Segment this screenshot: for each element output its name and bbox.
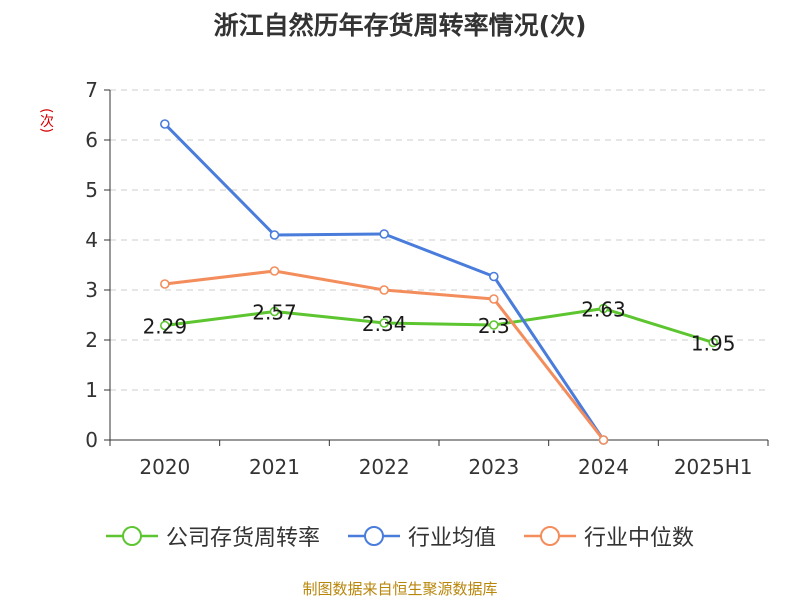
data-label: 2.63	[581, 298, 626, 322]
data-label: 2.34	[362, 312, 407, 336]
legend-swatch-industry-mean-icon	[347, 526, 400, 546]
x-tick-label: 2020	[139, 455, 190, 479]
data-point	[269, 230, 280, 240]
y-tick-label: 6	[85, 128, 98, 152]
x-tick-label: 2022	[359, 455, 410, 479]
data-point	[489, 320, 499, 330]
legend-marker	[540, 526, 560, 546]
legend-swatch-company-icon	[105, 526, 158, 546]
data-label: 2.3	[478, 314, 510, 338]
y-axis-label: (次)	[38, 108, 54, 133]
legend-item-industry-mean[interactable]: 行业均值	[347, 520, 496, 552]
x-tick-label: 2023	[468, 455, 519, 479]
legend-label-company: 公司存货周转率	[165, 526, 320, 551]
data-point	[489, 294, 499, 304]
y-tick-label: 2	[85, 328, 98, 352]
data-point	[379, 285, 389, 295]
x-tick-label: 2025H1	[674, 455, 753, 479]
y-tick-label: 4	[85, 228, 98, 252]
chart-title: 浙江自然历年存货周转率情况(次)	[213, 11, 587, 40]
data-point	[160, 279, 170, 289]
series-line-1	[163, 122, 605, 441]
data-point	[160, 119, 170, 129]
y-tick-label: 3	[85, 278, 98, 302]
legend-swatch-industry-median-icon	[524, 526, 576, 546]
data-point	[160, 320, 170, 331]
legend-marker	[121, 526, 142, 546]
legend-item-company[interactable]: 公司存货周转率	[105, 520, 320, 552]
data-point	[598, 303, 609, 314]
data-point	[379, 229, 389, 239]
legend-label-industry-mean: 行业均值	[407, 526, 496, 551]
legend-label-industry-median: 行业中位数	[584, 526, 695, 551]
data-label: 1.95	[691, 332, 736, 356]
data-source-note: 制图数据来自恒生聚源数据库	[302, 580, 498, 598]
y-tick-label: 0	[85, 428, 98, 452]
series-line-0	[164, 307, 714, 344]
x-tick-label: 2024	[578, 455, 629, 479]
data-point	[269, 266, 280, 276]
legend-item-industry-median[interactable]: 行业中位数	[524, 520, 694, 552]
y-tick-label: 7	[85, 78, 98, 102]
y-tick-label: 5	[85, 178, 98, 202]
data-point	[269, 306, 280, 317]
legend-marker	[363, 526, 384, 546]
data-label: 2.29	[143, 315, 188, 339]
series-line-2	[164, 269, 605, 441]
data-label: 2.57	[252, 301, 297, 325]
x-tick-label: 2021	[249, 455, 300, 479]
data-point	[379, 318, 389, 328]
data-point	[598, 435, 609, 445]
data-point	[489, 271, 499, 282]
legend: 公司存货周转率 行业均值 行业中位数	[0, 520, 800, 552]
data-point	[708, 337, 718, 348]
y-tick-label: 1	[85, 378, 98, 402]
